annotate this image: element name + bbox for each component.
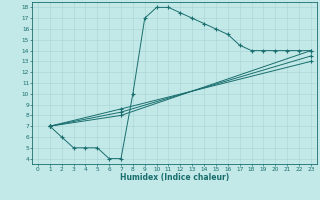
X-axis label: Humidex (Indice chaleur): Humidex (Indice chaleur) <box>120 173 229 182</box>
